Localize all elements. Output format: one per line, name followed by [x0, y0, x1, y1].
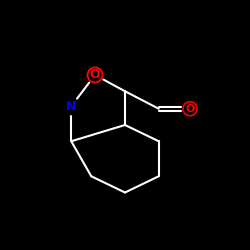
Text: N: N [66, 100, 76, 113]
Text: O: O [90, 68, 100, 82]
Text: O: O [185, 104, 195, 114]
